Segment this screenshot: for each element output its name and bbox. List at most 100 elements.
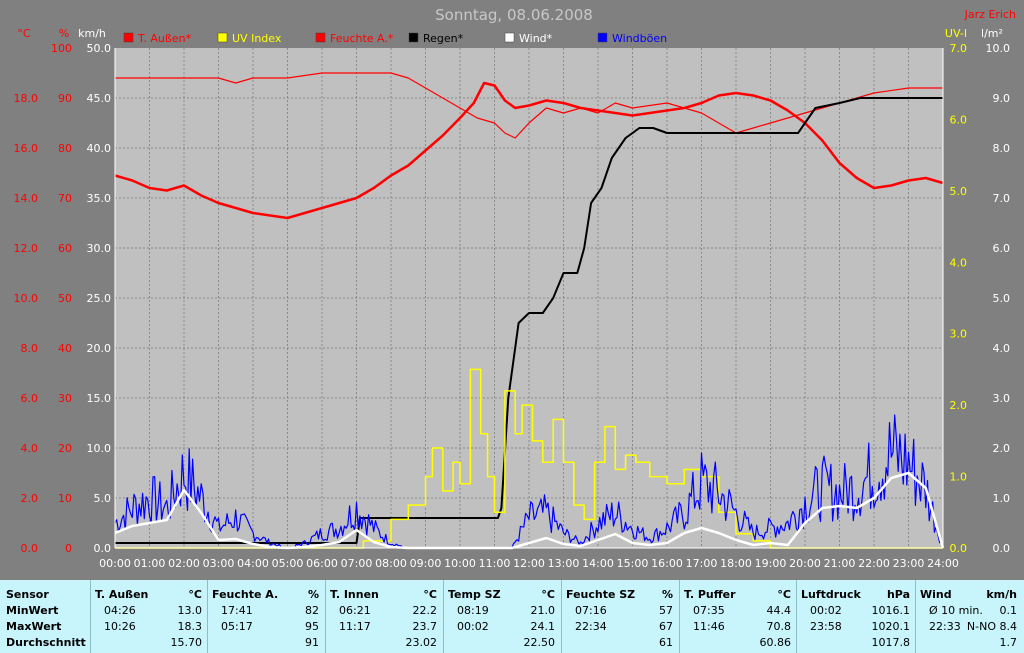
column-divider — [325, 580, 326, 653]
column-divider — [561, 580, 562, 653]
humidity-axis-tick: 30 — [58, 392, 72, 405]
series-uv — [115, 368, 943, 549]
uv-axis-tick: 2.0 — [950, 399, 968, 412]
column-unit: °C — [541, 588, 555, 601]
axes-layer: 0.0 2.0 4.0 6.0 8.0 10.0 12.0 14.0 16.0 18.0 0 10 20… — [14, 27, 1011, 570]
column-divider — [679, 580, 680, 653]
min-value: 21.0 — [530, 604, 556, 617]
row-label-min: MinWert — [6, 604, 59, 617]
average-value: 91 — [305, 636, 319, 649]
max-value: 24.1 — [530, 620, 556, 633]
column-header: Feuchte SZ — [566, 588, 636, 601]
x-tick: 24:00 — [927, 557, 959, 570]
max-time: 11:17 — [339, 620, 371, 633]
uv-axis-tick: 5.0 — [950, 185, 968, 198]
min-value: 0.1 — [999, 604, 1018, 617]
x-tick: 06:00 — [306, 557, 338, 570]
rain-axis-tick: 8.0 — [993, 142, 1011, 155]
wind-axis-tick: 5.0 — [94, 492, 112, 505]
average-value: 1017.8 — [871, 636, 911, 649]
legend: T. Außen* UV Index Feuchte A.* Regen* Wind* W… — [123, 32, 667, 45]
rain-axis-tick: 2.0 — [993, 442, 1011, 455]
row-label-sensor: Sensor — [6, 588, 49, 601]
max-time: 23:58 — [810, 620, 842, 633]
author-label: Jarz Erich — [964, 8, 1016, 21]
wind-axis-tick: 50.0 — [87, 42, 112, 55]
average-value: 22.50 — [523, 636, 556, 649]
wind-axis-tick: 15.0 — [87, 392, 112, 405]
uv-axis-unit: UV-I — [945, 27, 967, 40]
column-unit: km/h — [986, 588, 1017, 601]
temp-axis-unit: °C — [17, 27, 31, 40]
min-value: 13.0 — [177, 604, 203, 617]
min-time: 08:19 — [457, 604, 489, 617]
x-tick: 19:00 — [755, 557, 787, 570]
wind-axis-tick: 40.0 — [87, 142, 112, 155]
column-header: Temp SZ — [448, 588, 501, 601]
humidity-axis-tick: 70 — [58, 192, 72, 205]
wind-axis-unit: km/h — [78, 27, 106, 40]
x-tick: 18:00 — [720, 557, 752, 570]
legend-label-4: Wind* — [519, 32, 553, 45]
row-label-max: MaxWert — [6, 620, 62, 633]
average-value: 60.86 — [759, 636, 792, 649]
max-value: N-NO 8.4 — [966, 620, 1017, 633]
min-time: 17:41 — [221, 604, 253, 617]
temp-axis-tick: 6.0 — [21, 392, 39, 405]
humidity-axis-tick: 40 — [58, 342, 72, 355]
max-time: 05:17 — [221, 620, 253, 633]
x-tick: 00:00 — [99, 557, 131, 570]
column-divider — [90, 580, 91, 653]
x-tick: 13:00 — [548, 557, 580, 570]
uv-axis-tick: 4.0 — [950, 256, 968, 269]
x-tick: 15:00 — [617, 557, 649, 570]
legend-label-5: Windböen — [612, 32, 667, 45]
column-unit: °C — [777, 588, 791, 601]
weather-chart: 0.0 2.0 4.0 6.0 8.0 10.0 12.0 14.0 16.0 18.0 0 10 20… — [14, 6, 1017, 570]
x-tick: 12:00 — [513, 557, 545, 570]
max-value: 95 — [305, 620, 319, 633]
max-value: 67 — [659, 620, 673, 633]
legend-swatch-1 — [217, 32, 228, 43]
series-layer — [114, 72, 945, 550]
min-time: 07:35 — [693, 604, 725, 617]
series-temp — [114, 81, 944, 220]
min-time: 04:26 — [104, 604, 136, 617]
uv-axis-tick: 1.0 — [950, 471, 968, 484]
wind-axis-tick: 0.0 — [94, 542, 112, 555]
wind-axis-tick: 30.0 — [87, 242, 112, 255]
x-tick: 08:00 — [375, 557, 407, 570]
hum-axis-unit: % — [59, 27, 69, 40]
min-time: 00:02 — [810, 604, 842, 617]
x-tick: 14:00 — [582, 557, 614, 570]
min-value: 22.2 — [412, 604, 438, 617]
temp-axis-tick: 0.0 — [21, 542, 39, 555]
wind-axis-tick: 20.0 — [87, 342, 112, 355]
temp-axis-tick: 18.0 — [14, 92, 39, 105]
max-time: 00:02 — [457, 620, 489, 633]
column-unit: °C — [423, 588, 437, 601]
humidity-axis-tick: 80 — [58, 142, 72, 155]
legend-swatch-2 — [315, 32, 326, 43]
legend-swatch-0 — [123, 32, 134, 43]
humidity-axis-tick: 50 — [58, 292, 72, 305]
temp-axis-tick: 8.0 — [21, 342, 39, 355]
max-value: 1020.1 — [871, 620, 911, 633]
column-unit: hPa — [886, 588, 910, 601]
rain-axis-tick: 10.0 — [986, 42, 1011, 55]
humidity-axis-tick: 20 — [58, 442, 72, 455]
temp-axis-tick: 16.0 — [14, 142, 39, 155]
min-time: 06:21 — [339, 604, 371, 617]
min-value: 82 — [305, 604, 319, 617]
x-tick: 01:00 — [134, 557, 166, 570]
average-value: 15.70 — [170, 636, 203, 649]
wind-axis-tick: 10.0 — [87, 442, 112, 455]
max-time: 11:46 — [693, 620, 725, 633]
x-tick: 04:00 — [237, 557, 269, 570]
humidity-axis-tick: 0 — [65, 542, 72, 555]
rain-axis-tick: 9.0 — [993, 92, 1011, 105]
temp-axis-tick: 4.0 — [21, 442, 39, 455]
max-time: 22:33 — [929, 620, 961, 633]
max-value: 70.8 — [766, 620, 792, 633]
max-value: 23.7 — [412, 620, 438, 633]
